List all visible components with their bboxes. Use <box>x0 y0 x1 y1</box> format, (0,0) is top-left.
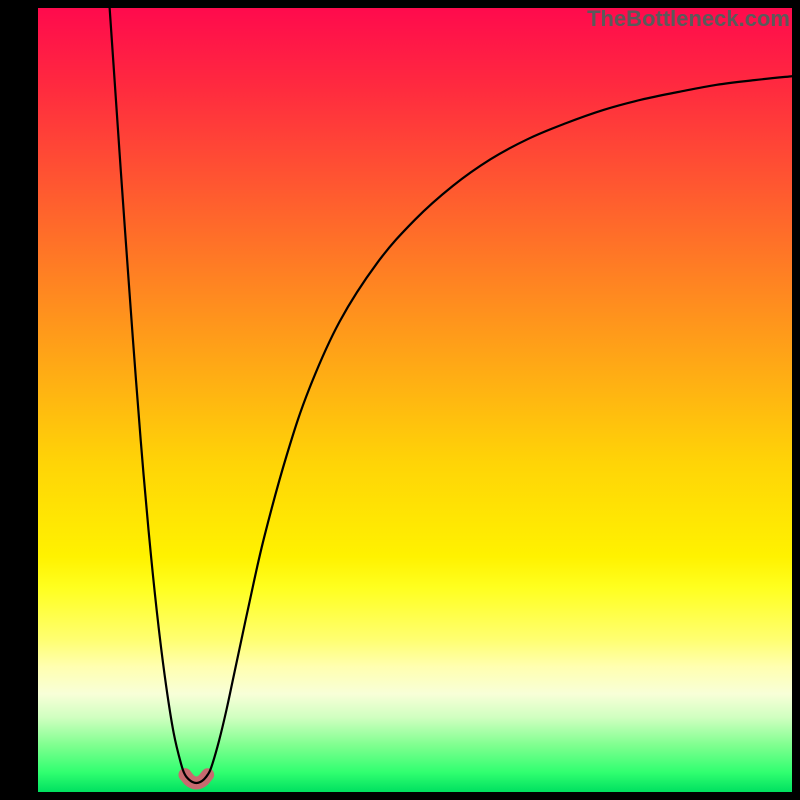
gradient-background <box>38 8 792 792</box>
bottleneck-curve-chart <box>38 8 792 792</box>
plot-area <box>38 8 792 792</box>
watermark-label: TheBottleneck.com <box>587 6 790 32</box>
chart-container: TheBottleneck.com <box>0 0 800 800</box>
